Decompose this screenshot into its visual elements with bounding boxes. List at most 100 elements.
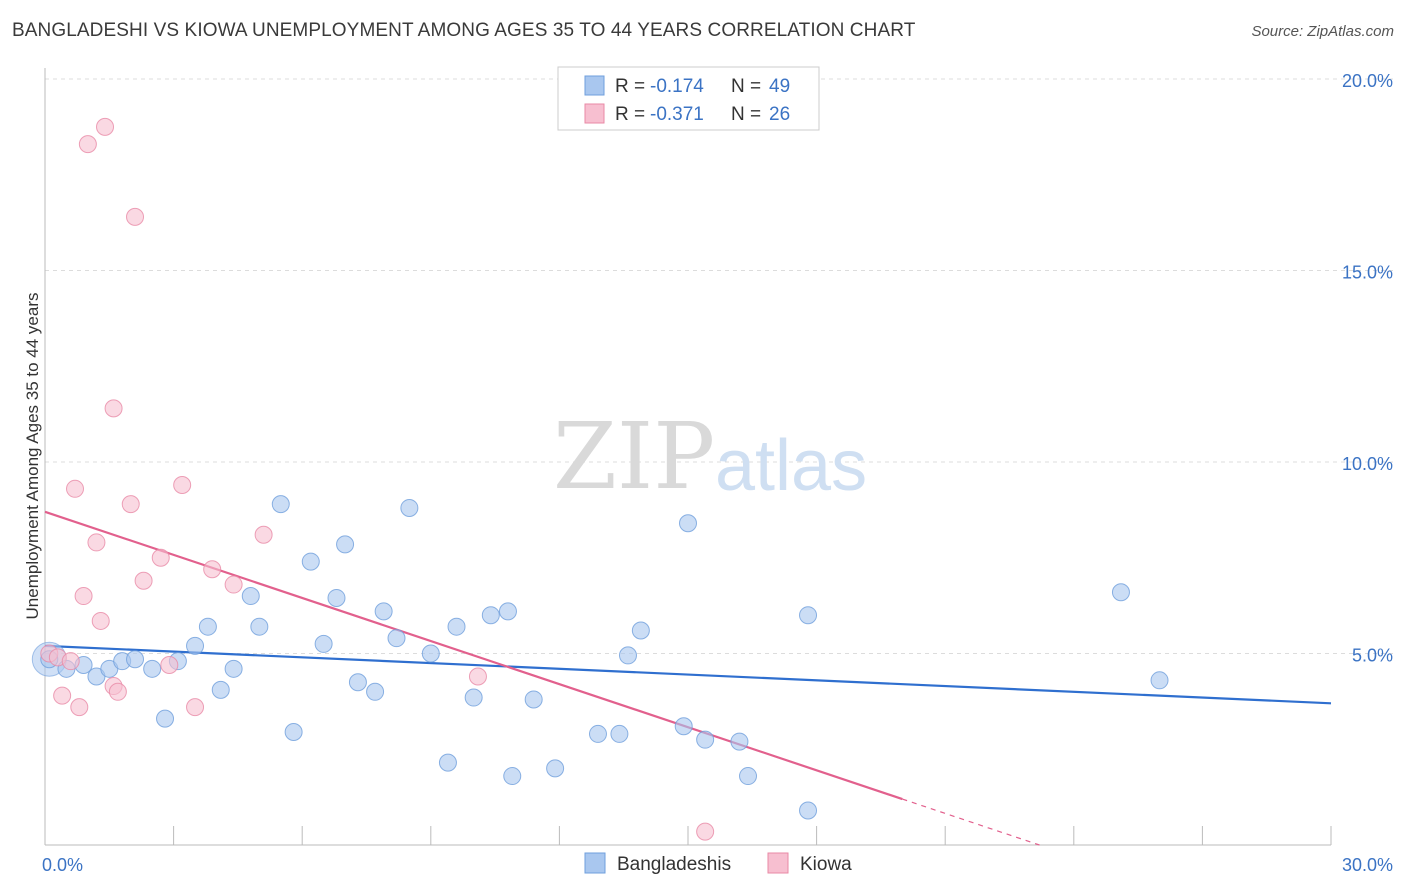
data-point-bangladeshi bbox=[314, 634, 333, 653]
data-point-bangladeshi bbox=[696, 730, 715, 749]
data-point-bangladeshi bbox=[799, 606, 818, 625]
legend-r-value: -0.174 bbox=[650, 76, 704, 97]
data-point-bangladeshi bbox=[1111, 583, 1130, 602]
legend: R = -0.174 N = 49 R = -0.371 N = 26 bbox=[557, 66, 820, 131]
data-point-bangladeshi bbox=[730, 732, 749, 751]
data-point-kiowa bbox=[66, 479, 85, 498]
data-point-kiowa bbox=[203, 560, 222, 579]
data-point-bangladeshi bbox=[143, 659, 162, 678]
bottom-legend-swatch-0 bbox=[584, 852, 606, 874]
data-point-bangladeshi bbox=[674, 717, 693, 736]
data-point-bangladeshi bbox=[374, 602, 393, 621]
watermark-zip: ZIP bbox=[553, 403, 715, 510]
data-point-kiowa bbox=[91, 611, 110, 630]
data-point-bangladeshi bbox=[271, 495, 290, 514]
data-point-bangladeshi bbox=[421, 644, 440, 663]
data-point-bangladeshi bbox=[631, 621, 650, 640]
y-tick-label: 15.0% bbox=[1342, 263, 1393, 283]
data-points bbox=[31, 117, 1169, 841]
data-point-bangladeshi bbox=[400, 498, 419, 517]
data-point-bangladeshi bbox=[336, 535, 355, 554]
trend-line-extension-1 bbox=[902, 798, 1040, 846]
chart-title: BANGLADESHI VS KIOWA UNEMPLOYMENT AMONG … bbox=[12, 20, 916, 41]
axes: 5.0% 10.0% 15.0% 20.0% 0.0% 30.0% bbox=[42, 68, 1393, 875]
data-point-kiowa bbox=[696, 822, 715, 841]
data-point-bangladeshi bbox=[610, 724, 629, 743]
data-point-bangladeshi bbox=[301, 552, 320, 571]
data-point-bangladeshi bbox=[739, 767, 758, 786]
data-point-bangladeshi bbox=[327, 588, 346, 607]
data-point-bangladeshi bbox=[679, 514, 697, 533]
legend-n-label: N = bbox=[731, 76, 761, 97]
data-point-bangladeshi bbox=[211, 680, 230, 699]
data-point-kiowa bbox=[108, 682, 127, 701]
data-point-kiowa bbox=[224, 575, 243, 594]
data-point-kiowa bbox=[104, 399, 123, 418]
watermark-atlas: atlas bbox=[715, 426, 867, 506]
y-tick-label: 5.0% bbox=[1352, 646, 1393, 666]
legend-swatch-0 bbox=[584, 75, 605, 96]
data-point-kiowa bbox=[254, 525, 273, 544]
trend-lines bbox=[44, 510, 1332, 846]
legend-r-label: R = bbox=[615, 104, 645, 125]
data-point-kiowa bbox=[61, 652, 80, 671]
x-tick-label: 30.0% bbox=[1342, 855, 1393, 875]
data-point-bangladeshi bbox=[546, 759, 565, 778]
data-point-bangladeshi bbox=[250, 617, 269, 636]
data-point-bangladeshi bbox=[241, 587, 260, 606]
y-axis-title-group: Unemployment Among Ages 35 to 44 years bbox=[23, 293, 42, 620]
data-point-kiowa bbox=[151, 548, 170, 567]
bottom-legend-label-0: Bangladeshis bbox=[617, 854, 731, 875]
data-point-bangladeshi bbox=[588, 724, 607, 743]
data-point-bangladeshi bbox=[464, 688, 483, 707]
grid-lines bbox=[45, 78, 1393, 654]
data-point-bangladeshi bbox=[366, 682, 385, 701]
data-point-kiowa bbox=[468, 667, 487, 686]
bottom-legend-label-1: Kiowa bbox=[800, 854, 852, 875]
data-point-bangladeshi bbox=[186, 636, 205, 655]
data-point-bangladeshi bbox=[498, 602, 517, 621]
y-axis-title: Unemployment Among Ages 35 to 44 years bbox=[23, 293, 42, 620]
data-point-kiowa bbox=[78, 135, 97, 154]
data-point-kiowa bbox=[134, 571, 153, 590]
data-point-bangladeshi bbox=[387, 629, 406, 648]
data-point-bangladeshi bbox=[481, 606, 500, 625]
trend-line-0 bbox=[44, 644, 1332, 705]
data-point-kiowa bbox=[70, 698, 89, 717]
y-tick-label: 20.0% bbox=[1342, 71, 1393, 91]
bottom-legend: Bangladeshis Kiowa bbox=[584, 852, 852, 875]
data-point-kiowa bbox=[160, 655, 179, 674]
data-point-bangladeshi bbox=[447, 617, 466, 636]
chart-source: Source: ZipAtlas.com bbox=[1251, 23, 1394, 40]
data-point-kiowa bbox=[96, 117, 115, 136]
legend-n-value: 49 bbox=[769, 76, 790, 97]
data-point-bangladeshi bbox=[438, 753, 457, 772]
legend-r-value: -0.371 bbox=[650, 104, 704, 125]
trend-line-1 bbox=[44, 510, 903, 801]
data-point-kiowa bbox=[186, 698, 205, 717]
data-point-bangladeshi bbox=[126, 650, 145, 669]
data-point-kiowa bbox=[87, 533, 106, 552]
legend-swatch-1 bbox=[584, 103, 605, 124]
bottom-legend-swatch-1 bbox=[767, 852, 789, 874]
legend-n-value: 26 bbox=[769, 104, 790, 125]
x-tick-label: 0.0% bbox=[42, 855, 83, 875]
data-point-bangladeshi bbox=[503, 767, 522, 786]
data-point-kiowa bbox=[126, 207, 145, 226]
data-point-kiowa bbox=[121, 495, 140, 514]
data-point-kiowa bbox=[74, 587, 93, 606]
data-point-bangladeshi bbox=[524, 690, 543, 709]
data-point-bangladeshi bbox=[1150, 671, 1169, 690]
data-point-bangladeshi bbox=[618, 646, 637, 665]
data-point-bangladeshi bbox=[348, 673, 367, 692]
data-point-bangladeshi bbox=[224, 659, 243, 678]
watermark: ZIP atlas bbox=[553, 403, 867, 510]
data-point-kiowa bbox=[173, 475, 192, 494]
data-point-bangladeshi bbox=[799, 801, 818, 820]
data-point-kiowa bbox=[53, 686, 72, 705]
data-point-bangladeshi bbox=[198, 617, 217, 636]
y-tick-label: 10.0% bbox=[1342, 454, 1393, 474]
data-point-bangladeshi bbox=[156, 709, 175, 728]
data-point-bangladeshi bbox=[284, 723, 303, 742]
